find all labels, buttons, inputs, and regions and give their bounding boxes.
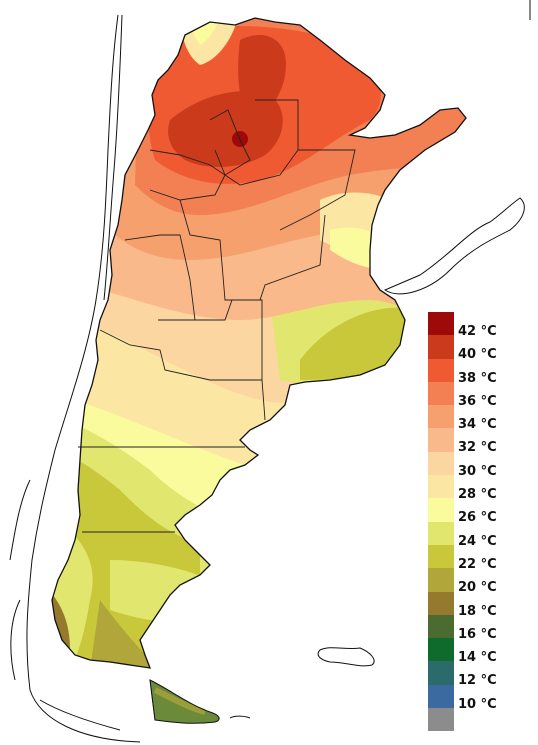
legend-row: 28 °C	[428, 475, 528, 502]
legend-label: 20 °C	[458, 580, 497, 596]
legend-swatch	[428, 568, 454, 592]
legend-swatch	[428, 544, 454, 569]
legend-swatch	[428, 591, 454, 615]
legend-row: 24 °C	[428, 521, 528, 549]
legend-label: 34 °C	[458, 417, 497, 433]
legend-swatch	[428, 498, 454, 522]
legend-label: 42 °C	[458, 324, 497, 339]
legend-row: 18 °C	[428, 591, 528, 619]
legend-swatch	[428, 521, 454, 545]
legend-swatch	[428, 614, 454, 639]
legend-label: 28 °C	[458, 487, 497, 503]
legend-label: 22 °C	[458, 556, 497, 572]
legend-swatch	[428, 708, 454, 732]
legend-row: 42 °C	[428, 312, 528, 339]
legend-row: 40 °C	[428, 335, 528, 362]
legend-row: 22 °C	[428, 544, 528, 572]
legend-label: 36 °C	[458, 393, 497, 409]
legend-row: 32 °C	[428, 428, 528, 455]
legend-swatch	[428, 405, 454, 429]
legend-row: 30 °C	[428, 451, 528, 479]
legend-label: 10 °C	[458, 696, 497, 712]
legend-row: 14 °C	[428, 638, 528, 665]
legend-swatch	[428, 381, 454, 406]
neighbor-outlines	[9, 0, 531, 743]
legend-row: 34 °C	[428, 405, 528, 432]
legend-label: 16 °C	[458, 626, 497, 642]
legend-label: 26 °C	[458, 510, 497, 526]
legend-label: 40 °C	[458, 347, 497, 363]
legend-label: 38 °C	[458, 370, 497, 386]
legend-label: 24 °C	[458, 533, 497, 549]
legend-row: 12 °C	[428, 661, 528, 688]
legend-swatch	[428, 661, 454, 685]
legend-row: 10 °C	[428, 684, 528, 712]
legend-swatch	[428, 451, 454, 476]
legend-row: 20 °C	[428, 568, 528, 595]
legend: 42 °C 40 °C 38 °C 36 °C 34 °C 32 °C 30 °…	[428, 312, 528, 732]
country-outline	[51, 17, 467, 669]
province-borders	[78, 99, 356, 721]
legend-swatch	[428, 684, 454, 709]
legend-label: 30 °C	[458, 463, 497, 479]
legend-label: 12 °C	[458, 673, 497, 689]
legend-swatch	[428, 638, 454, 662]
legend-row: 26 °C	[428, 498, 528, 525]
legend-row: 16 °C	[428, 614, 528, 642]
legend-label: 18 °C	[458, 603, 497, 619]
legend-swatch	[428, 475, 454, 499]
legend-label: 14 °C	[458, 650, 497, 666]
legend-swatch	[428, 312, 454, 336]
legend-row: 36 °C	[428, 381, 528, 409]
legend-swatch	[428, 358, 454, 382]
legend-swatch	[428, 335, 454, 359]
legend-row: 38 °C	[428, 358, 528, 386]
legend-row	[428, 708, 528, 732]
legend-label: 32 °C	[458, 440, 497, 456]
legend-swatch	[428, 428, 454, 452]
tierra-del-fuego	[149, 679, 220, 724]
